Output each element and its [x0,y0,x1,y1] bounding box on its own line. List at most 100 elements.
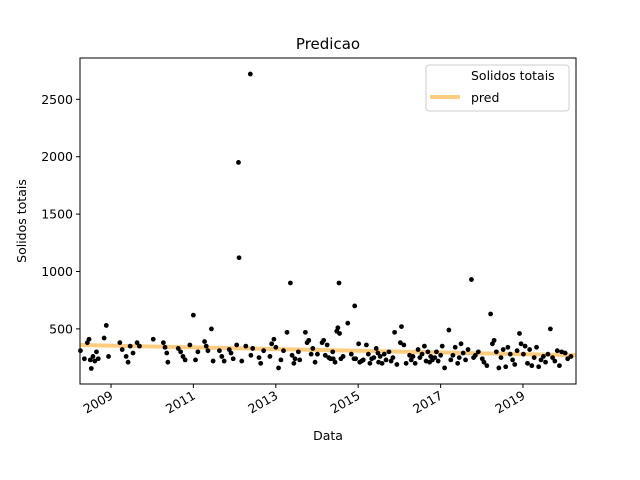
data-point [541,354,546,359]
data-point [367,360,373,366]
data-point [412,360,418,366]
data-point [134,340,140,346]
data-point [543,359,548,365]
data-point [531,355,537,360]
data-point [276,365,281,371]
data-point [210,358,216,364]
data-point [452,344,458,350]
data-point [356,341,362,347]
data-point [446,327,452,333]
data-point [465,347,471,352]
data-point [503,364,509,370]
data-point [403,360,409,366]
data-point [234,342,240,348]
data-point [529,363,535,369]
data-point [119,347,125,352]
data-point [379,360,385,366]
data-point [247,71,253,77]
data-point [182,357,188,363]
data-point [375,350,381,356]
data-point [248,352,254,358]
data-point [106,354,111,359]
data-point [392,329,398,335]
data-point [360,357,366,363]
pred-layer [79,342,577,358]
data-point [310,346,316,351]
data-point [187,342,193,348]
data-point [536,364,542,370]
data-point [337,331,342,336]
data-point [493,349,499,355]
data-point [475,349,481,355]
data-point [267,354,273,359]
data-point [261,348,267,354]
data-point [258,360,264,366]
data-point [545,351,551,357]
data-point [442,365,447,371]
data-point [162,344,168,350]
data-point [352,303,358,309]
data-point [221,358,227,364]
data-point [284,329,290,335]
data-point [130,350,136,356]
data-point [88,366,94,371]
data-point [557,363,562,369]
data-point [507,351,513,357]
data-point [401,342,407,348]
data-point [82,356,87,362]
data-point [164,350,170,356]
data-point [527,347,533,352]
data-point [463,357,468,363]
data-point [381,351,387,357]
data-point [256,355,262,360]
data-point [373,346,379,351]
data-point [321,337,327,343]
pred-line [79,342,577,358]
data-point [92,358,98,364]
data-point [394,362,400,367]
data-point [250,346,256,351]
data-point [521,351,526,357]
y-tick-label: 2000 [41,149,73,164]
data-point [421,343,427,349]
data-point [472,352,478,358]
data-point [514,348,520,354]
data-point [469,277,474,282]
data-point [534,344,539,350]
y-tick-label: 500 [49,321,73,336]
data-point [419,351,425,357]
data-point [203,343,209,349]
data-point [432,355,438,360]
data-point [550,355,555,360]
data-point [455,360,461,366]
data-point [165,359,171,365]
data-point [195,349,201,355]
data-point [205,348,211,354]
data-point [568,354,574,359]
data-point [336,280,342,286]
data-point [377,354,383,359]
data-point [101,335,107,341]
data-point [123,354,129,359]
points-layer [78,71,574,371]
data-point [202,339,207,344]
data-point [484,363,490,369]
data-point [399,324,404,330]
data-point [415,347,421,352]
data-point [95,356,101,362]
data-point [302,329,308,335]
data-point [312,359,318,365]
data-point [425,349,431,355]
legend-entry-solidos: Solidos totais [471,68,555,83]
legend-entry-pred: pred [471,90,499,105]
data-point [460,350,466,356]
data-point [496,365,502,371]
data-point [297,357,303,363]
data-point [289,352,295,358]
data-point [137,343,142,349]
data-point [488,311,494,317]
data-point [450,352,456,358]
data-point [322,352,328,358]
data-point [386,349,392,355]
